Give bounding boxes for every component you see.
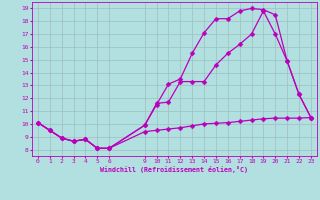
X-axis label: Windchill (Refroidissement éolien,°C): Windchill (Refroidissement éolien,°C) <box>100 166 248 173</box>
